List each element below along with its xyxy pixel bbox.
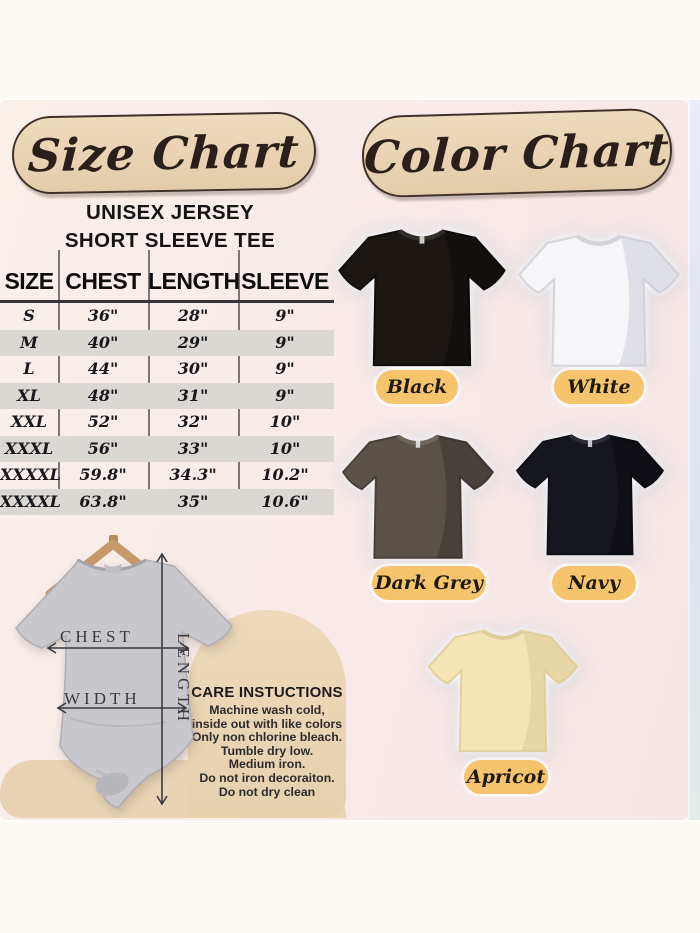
col-header-size: SIZE — [4, 268, 54, 294]
cell-sleeve: 9" — [275, 359, 295, 378]
color-label-white: White — [554, 370, 644, 404]
product-title: UNISEX JERSEY SHORT SLEEVE TEE — [28, 199, 312, 255]
table-row: XXXL 56" 33" 10" — [0, 435, 334, 462]
right-edge-strip — [687, 100, 700, 820]
cell-sleeve: 9" — [275, 385, 295, 405]
care-instructions: CARE INSTUCTIONS Machine wash cold, insi… — [190, 684, 344, 799]
care-line: Medium iron. — [228, 757, 306, 772]
size-table-body: S 36" 28" 9" M 40" 29" 9" L 44" 30" 9" X… — [0, 303, 334, 515]
product-title-line1: UNISEX JERSEY — [85, 201, 255, 224]
cell-chest: 36" — [87, 306, 119, 325]
cell-size: M — [20, 332, 38, 352]
apricot-shirt-swatch — [427, 629, 579, 753]
table-row: S 36" 28" 9" — [0, 303, 334, 330]
care-title: CARE INSTUCTIONS — [191, 684, 343, 701]
cell-chest: 59.8" — [79, 465, 127, 484]
care-line: Do not iron decoraiton. — [199, 770, 335, 785]
table-row: M 40" 29" 9" — [0, 329, 334, 356]
grey-tee-shape — [15, 558, 233, 809]
size-chart-title-pill: Size Chart — [11, 111, 317, 195]
care-instructions-arch: CARE INSTUCTIONS Machine wash cold, insi… — [188, 610, 346, 818]
table-row: XXL 52" 32" 10" — [0, 409, 334, 436]
cell-chest: 48" — [87, 385, 119, 405]
cell-sleeve: 10.6" — [261, 491, 309, 511]
care-line: Machine wash cold, — [209, 703, 325, 717]
cell-length: 35" — [177, 491, 209, 511]
header-underline — [0, 300, 334, 303]
cell-size: S — [23, 306, 35, 325]
cell-length: 29" — [177, 332, 209, 352]
color-label-black: Black — [376, 370, 458, 404]
care-line: Tumble dry low. — [220, 743, 314, 758]
cell-size: XXXXL — [0, 465, 61, 484]
cell-size: XXXL — [4, 438, 54, 458]
cell-length: 32" — [177, 412, 209, 431]
cell-chest: 56" — [87, 438, 119, 458]
table-row: XL 48" 31" 9" — [0, 382, 334, 409]
cell-size: XXXXL — [0, 491, 61, 511]
cell-size: XXL — [10, 412, 48, 431]
chest-label: CHEST — [60, 627, 134, 646]
dark-grey-shirt-swatch — [341, 434, 495, 559]
col-header-chest: CHEST — [65, 268, 141, 294]
cell-chest: 52" — [87, 412, 119, 431]
neck-tag — [587, 440, 593, 447]
width-label: WIDTH — [64, 689, 141, 708]
color-chart-title: Color Chart — [363, 122, 671, 184]
care-line: inside out with like colors — [191, 716, 343, 731]
white-shirt-swatch — [517, 234, 681, 367]
cell-sleeve: 9" — [275, 306, 295, 325]
cell-chest: 40" — [87, 332, 119, 352]
neck-tag — [419, 236, 425, 244]
cell-length: 33" — [177, 438, 209, 458]
cell-size: XL — [17, 385, 41, 405]
color-chart-title-pill: Color Chart — [360, 107, 674, 199]
color-label-dark-grey: Dark Grey — [372, 566, 486, 600]
care-line: Only non chlorine bleach. — [191, 730, 343, 745]
cell-length: 30" — [177, 359, 209, 378]
navy-shirt-swatch — [515, 434, 665, 556]
measurement-shirt-graphic: CHEST WIDTH LENGTH — [15, 535, 233, 809]
cell-length: 34.3" — [169, 465, 217, 484]
cell-length: 31" — [177, 385, 209, 405]
cell-size: L — [23, 359, 35, 378]
color-label-navy: Navy — [552, 566, 636, 600]
black-shirt-swatch — [338, 229, 506, 367]
size-table: SIZE CHEST LENGTH SLEEVE S 36" 28" 9" M … — [0, 250, 334, 516]
cell-sleeve: 10" — [269, 438, 301, 458]
cell-sleeve: 10.2" — [261, 465, 309, 484]
size-table-header: SIZE CHEST LENGTH SLEEVE — [0, 262, 334, 300]
cell-chest: 44" — [87, 359, 119, 378]
neck-tag — [415, 440, 421, 448]
measurement-shirt-photo: CHEST WIDTH LENGTH — [0, 518, 250, 818]
cell-sleeve: 10" — [269, 412, 301, 431]
table-row: XXXXL 59.8" 34.3" 10.2" — [0, 462, 334, 489]
cell-sleeve: 9" — [275, 332, 295, 352]
table-row: L 44" 30" 9" — [0, 356, 334, 383]
product-title-line2: SHORT SLEEVE TEE — [64, 229, 276, 252]
cell-chest: 63.8" — [79, 491, 127, 511]
table-row: XXXXL 63.8" 35" 10.6" — [0, 488, 334, 515]
measurement-overlay: CHEST WIDTH LENGTH — [46, 552, 193, 806]
length-label: LENGTH — [174, 633, 193, 725]
col-header-sleeve: SLEEVE — [241, 268, 329, 294]
care-line: Do not dry clean — [218, 784, 316, 799]
size-chart-title: Size Chart — [26, 124, 302, 182]
col-header-length: LENGTH — [148, 268, 240, 294]
cell-length: 28" — [177, 306, 209, 325]
color-label-apricot: Apricot — [464, 760, 548, 794]
